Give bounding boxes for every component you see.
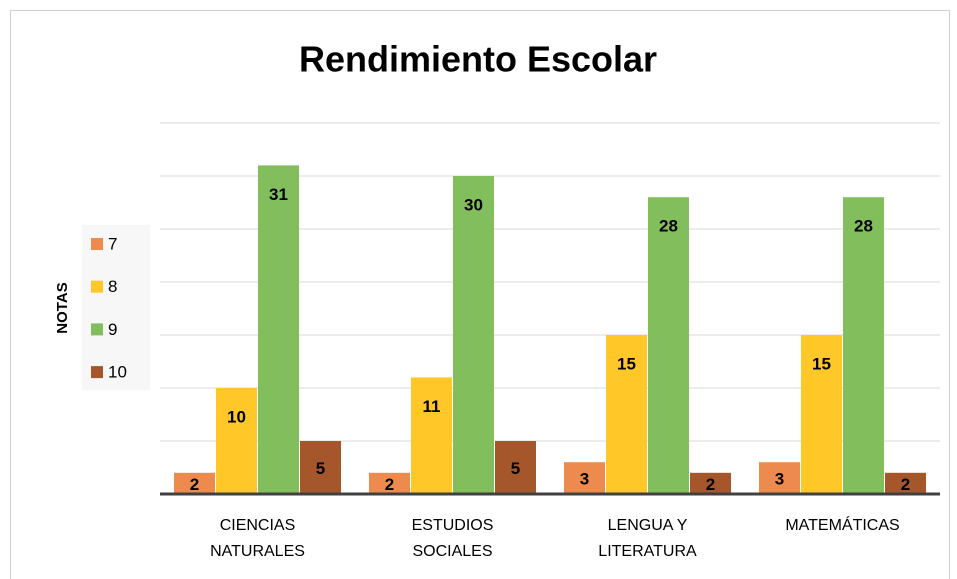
legend-swatch bbox=[91, 366, 103, 379]
legend-label: 7 bbox=[108, 234, 117, 253]
x-tick-label: CIENCIAS NATURALES bbox=[210, 517, 305, 560]
bar bbox=[411, 377, 452, 494]
bar bbox=[690, 472, 731, 494]
data-label: 2 bbox=[385, 475, 394, 494]
legend-label: 8 bbox=[108, 277, 117, 296]
bar bbox=[564, 462, 605, 494]
data-label: 15 bbox=[617, 354, 636, 373]
legend-swatch bbox=[91, 280, 103, 293]
data-label: 28 bbox=[659, 217, 678, 236]
x-tick-label: ESTUDIOS SOCIALES bbox=[412, 517, 494, 560]
bar bbox=[453, 176, 494, 494]
chart-title: Rendimiento Escolar bbox=[299, 39, 657, 80]
data-label: 2 bbox=[706, 475, 715, 494]
bar bbox=[648, 197, 689, 494]
data-label: 15 bbox=[812, 354, 831, 373]
data-label: 10 bbox=[227, 407, 246, 426]
bar bbox=[606, 335, 647, 494]
bar bbox=[258, 165, 299, 494]
bar bbox=[174, 472, 215, 494]
data-label: 3 bbox=[580, 470, 589, 489]
data-label: 2 bbox=[901, 475, 910, 494]
bar bbox=[885, 472, 926, 494]
bar bbox=[369, 472, 410, 494]
bar bbox=[801, 335, 842, 494]
bar bbox=[216, 388, 257, 494]
data-label: 31 bbox=[269, 185, 288, 204]
legend-swatch bbox=[91, 323, 103, 336]
legend-label: 10 bbox=[108, 363, 127, 382]
data-label: 5 bbox=[511, 459, 520, 478]
y-axis-label: NOTAS bbox=[54, 282, 71, 333]
bar bbox=[759, 462, 800, 494]
data-label: 30 bbox=[464, 195, 483, 214]
legend-swatch bbox=[91, 238, 103, 250]
data-label: 11 bbox=[423, 397, 441, 416]
data-label: 3 bbox=[775, 470, 784, 489]
bar bbox=[495, 441, 536, 494]
bar bbox=[843, 197, 884, 494]
data-label: 2 bbox=[190, 475, 199, 494]
x-tick-label: MATEMÁTICAS bbox=[785, 515, 899, 534]
legend-box bbox=[82, 225, 150, 390]
legend-label: 9 bbox=[108, 320, 117, 339]
bar bbox=[300, 441, 341, 494]
data-label: 5 bbox=[316, 459, 325, 478]
data-label: 28 bbox=[854, 217, 873, 236]
x-tick-label: LENGUA Y LITERATURA bbox=[598, 517, 697, 560]
